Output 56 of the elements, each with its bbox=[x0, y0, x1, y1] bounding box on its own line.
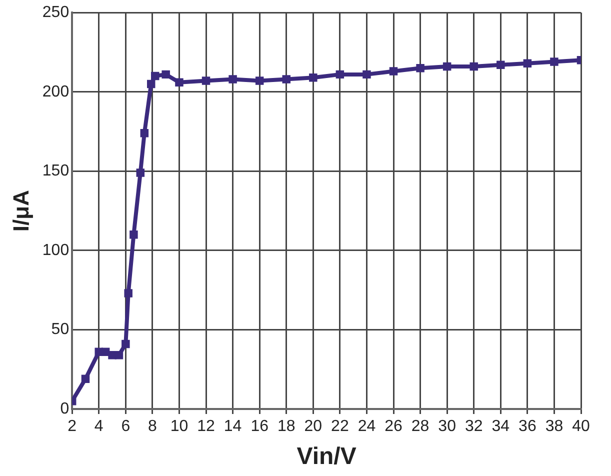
x-tick-label: 40 bbox=[572, 418, 590, 436]
point bbox=[255, 76, 264, 85]
point bbox=[416, 64, 424, 72]
x-tick-label: 24 bbox=[358, 418, 376, 436]
x-tick-label: 4 bbox=[94, 418, 104, 436]
point bbox=[81, 374, 90, 383]
y-tick-label: 150 bbox=[42, 162, 70, 180]
point bbox=[162, 70, 170, 79]
point bbox=[362, 70, 371, 79]
x-axis-title: Vin/V bbox=[296, 443, 356, 470]
point bbox=[114, 350, 124, 360]
y-tick-label: 50 bbox=[51, 321, 70, 338]
x-tick-label: 36 bbox=[518, 418, 536, 436]
point bbox=[136, 168, 145, 177]
point bbox=[108, 350, 116, 360]
y-tick-label: 200 bbox=[42, 83, 70, 100]
x-tick-label: 12 bbox=[197, 418, 216, 436]
point bbox=[336, 70, 344, 79]
x-tick-label: 18 bbox=[277, 418, 296, 436]
x-tick-label: 20 bbox=[304, 418, 322, 436]
point bbox=[496, 60, 505, 70]
point bbox=[130, 230, 138, 239]
x-tick-label: 10 bbox=[170, 418, 188, 436]
point bbox=[228, 75, 237, 84]
y-axis-title: I/μA bbox=[8, 190, 34, 232]
x-tick-label: 16 bbox=[250, 418, 269, 436]
x-tick-label: 32 bbox=[464, 418, 483, 436]
x-tick-label: 6 bbox=[121, 418, 130, 436]
point bbox=[202, 76, 210, 85]
y-tick-label: 250 bbox=[42, 4, 70, 22]
x-tick-label: 22 bbox=[331, 418, 349, 436]
point bbox=[550, 58, 558, 66]
point bbox=[309, 73, 318, 82]
point bbox=[442, 62, 452, 71]
point bbox=[175, 78, 184, 86]
point bbox=[523, 59, 532, 68]
point bbox=[282, 75, 290, 84]
point bbox=[146, 80, 156, 88]
point bbox=[151, 72, 160, 80]
point bbox=[94, 348, 103, 356]
point bbox=[470, 62, 478, 71]
x-tick-label: 2 bbox=[68, 418, 77, 436]
x-tick-label: 8 bbox=[148, 418, 157, 436]
x-tick-label: 26 bbox=[384, 418, 403, 436]
point bbox=[124, 289, 132, 298]
y-tick-label: 0 bbox=[60, 400, 70, 418]
point bbox=[140, 128, 149, 138]
point bbox=[122, 340, 130, 348]
x-tick-label: 34 bbox=[492, 418, 510, 436]
point bbox=[101, 348, 110, 356]
y-tick-label: 100 bbox=[42, 242, 70, 259]
x-tick-label: 14 bbox=[224, 418, 242, 436]
point bbox=[389, 67, 398, 76]
x-tick-label: 38 bbox=[545, 418, 564, 436]
x-tick-label: 28 bbox=[411, 418, 430, 436]
x-tick-label: 30 bbox=[438, 418, 456, 436]
